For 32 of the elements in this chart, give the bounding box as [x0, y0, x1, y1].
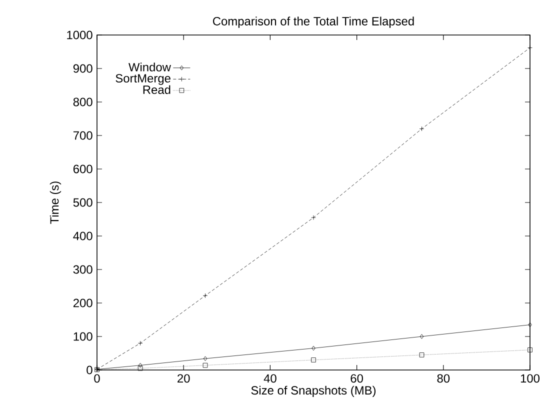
y-tick-label: 700	[73, 131, 92, 140]
legend-label: Window	[128, 62, 171, 72]
x-tick-label: 20	[178, 374, 190, 383]
y-tick-label: 200	[73, 298, 92, 308]
y-tick-label: 300	[73, 265, 92, 274]
point	[138, 362, 142, 368]
point	[138, 366, 143, 371]
legend-label: Read	[143, 85, 170, 94]
y-tick-label: 1000	[67, 30, 92, 40]
x-tick-label: 60	[350, 374, 363, 383]
x-tick-label: 100	[520, 374, 540, 383]
point	[202, 362, 208, 368]
x-tick-label: 80	[437, 374, 450, 383]
point	[203, 356, 208, 361]
y-tick-label: 0	[86, 366, 92, 374]
x-tick-label: 40	[264, 374, 276, 383]
point	[312, 346, 316, 351]
y-axis-title: Time (s)	[50, 182, 62, 224]
point	[419, 352, 424, 358]
y-tick-label: 600	[73, 164, 92, 174]
y-tick-label: 100	[74, 332, 92, 341]
y-tick-label: 900	[73, 64, 92, 73]
point	[420, 334, 424, 339]
y-tick-label: 800	[73, 98, 92, 106]
x-axis-title: Size of Snapshots (MB)	[251, 386, 376, 397]
legend-label: SortMerge	[116, 74, 170, 85]
point	[528, 348, 532, 352]
y-tick-label: 400	[73, 232, 92, 240]
y-tick-label: 500	[73, 198, 92, 207]
x-tick-label: 0	[94, 374, 100, 383]
chart-title: Comparison of the Total Time Elapsed	[212, 16, 414, 28]
point	[311, 358, 316, 362]
